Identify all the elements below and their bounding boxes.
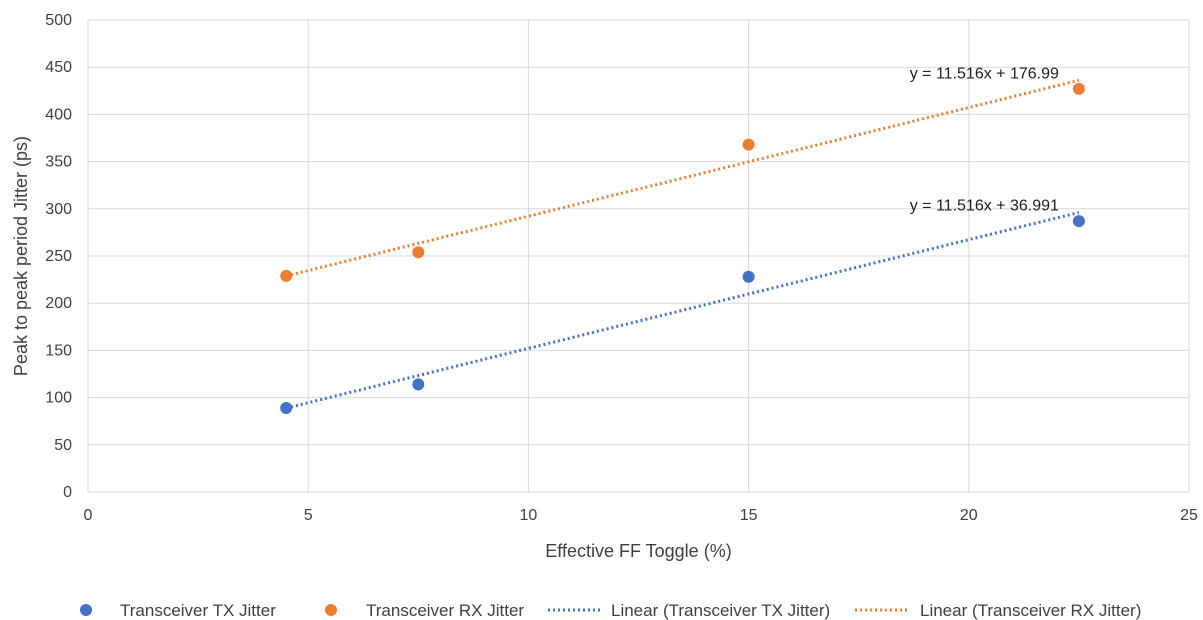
x-tick-label: 0: [84, 507, 93, 524]
x-tick-label: 20: [960, 507, 978, 524]
trendline-tx: [285, 211, 1080, 410]
y-tick-label: 450: [45, 59, 72, 76]
y-tick-label: 350: [45, 154, 72, 171]
y-tick-label: 50: [54, 437, 72, 454]
x-axis-title: Effective FF Toggle (%): [545, 541, 731, 561]
y-tick-label: 400: [45, 106, 72, 123]
x-tick-label: 5: [304, 507, 313, 524]
x-tick-label: 10: [520, 507, 538, 524]
legend-label: Transceiver RX Jitter: [366, 601, 524, 620]
legend-item-rx-jitter: Transceiver RX Jitter: [325, 601, 524, 620]
data-points: [280, 82, 1085, 414]
x-tick-label: 15: [740, 507, 758, 524]
legend-marker: [80, 604, 92, 616]
y-tick-label: 200: [45, 295, 72, 312]
trendline-rx: [285, 78, 1080, 278]
legend-label: Linear (Transceiver RX Jitter): [920, 601, 1141, 620]
data-point-tx: [412, 378, 425, 391]
y-tick-label: 250: [45, 248, 72, 265]
data-point-rx: [412, 246, 425, 259]
trendline-equation-tx: y = 11.516x + 36.991: [910, 197, 1059, 214]
legend-item-rx-linear: Linear (Transceiver RX Jitter): [855, 601, 1141, 620]
legend: Transceiver TX Jitter Transceiver RX Jitt…: [80, 601, 1141, 620]
trendline-equation-rx: y = 11.516x + 176.99: [910, 65, 1059, 82]
trendline-equations: y = 11.516x + 36.991 y = 11.516x + 176.99: [910, 65, 1059, 214]
data-point-rx: [280, 269, 293, 282]
legend-label: Linear (Transceiver TX Jitter): [611, 601, 830, 620]
legend-label: Transceiver TX Jitter: [120, 601, 276, 620]
y-tick-label: 300: [45, 201, 72, 218]
data-point-tx: [742, 270, 755, 283]
legend-item-tx-linear: Linear (Transceiver TX Jitter): [548, 601, 830, 620]
y-tick-label: 150: [45, 342, 72, 359]
x-tick-label: 25: [1180, 507, 1198, 524]
data-point-rx: [742, 138, 755, 151]
tick-labels: 0 50 100 150 200 250 300 350 400 450 500 0 5 10 15 20 25: [45, 12, 1198, 524]
y-axis-title: Peak to peak period Jitter (ps): [11, 136, 31, 376]
legend-marker: [325, 604, 337, 616]
data-point-tx: [1072, 215, 1085, 228]
data-point-tx: [280, 401, 293, 414]
y-tick-label: 100: [45, 390, 72, 407]
y-tick-label: 0: [63, 484, 72, 501]
y-tick-label: 500: [45, 12, 72, 29]
gridlines: [87, 19, 1190, 493]
legend-item-tx-jitter: Transceiver TX Jitter: [80, 601, 276, 620]
data-point-rx: [1072, 82, 1085, 95]
trendlines: [285, 78, 1080, 410]
